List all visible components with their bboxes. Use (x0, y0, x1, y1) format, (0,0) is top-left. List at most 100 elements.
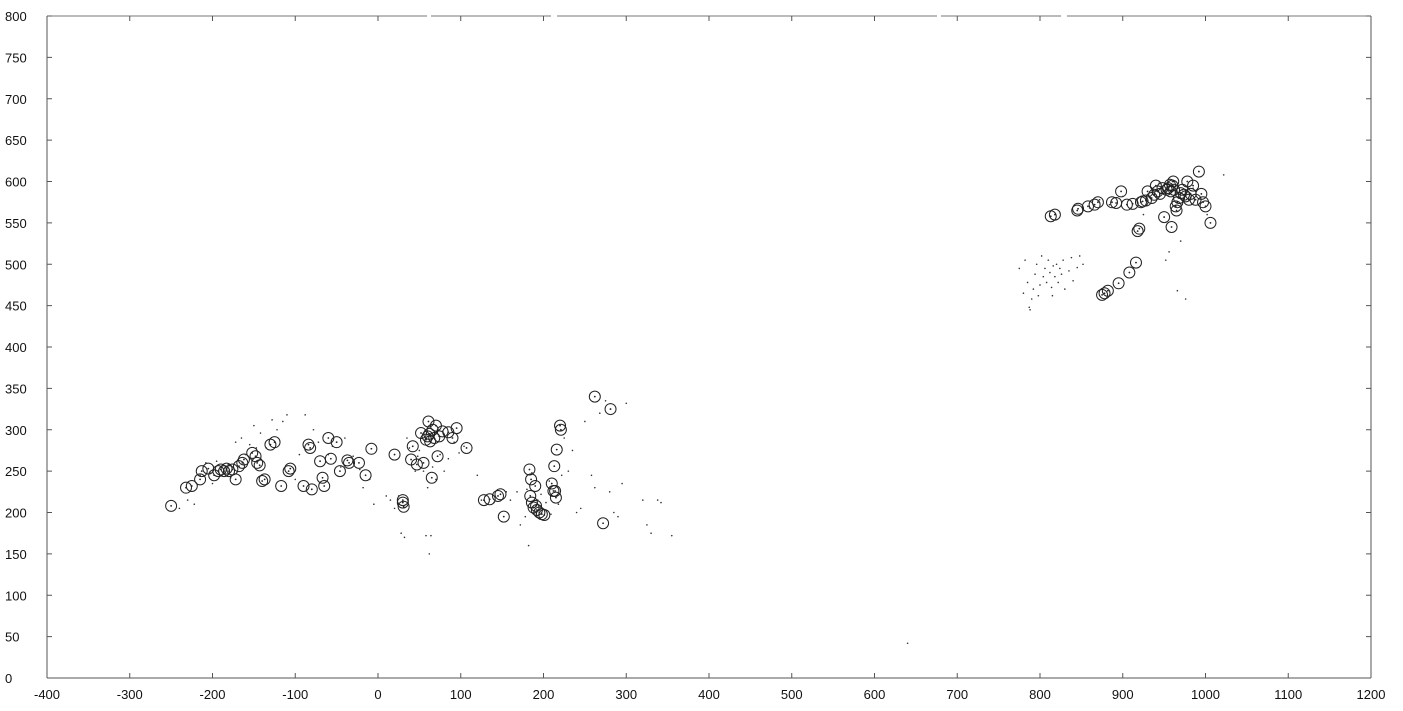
data-point-circle (1129, 256, 1142, 269)
data-point-circle (483, 493, 496, 506)
data-point-dot (1098, 198, 1101, 201)
data-point-center (335, 441, 338, 444)
data-point-circle (1165, 221, 1178, 234)
data-point-dot (1060, 273, 1063, 275)
data-point-circle (229, 473, 242, 486)
x-tick-label: -400 (34, 687, 60, 702)
data-point-dot (1026, 281, 1029, 284)
data-point-dot (393, 507, 396, 510)
data-point-center (436, 455, 439, 458)
y-tick-label: 400 (5, 340, 27, 355)
data-point-dot (1050, 286, 1053, 289)
data-point-circle (180, 481, 193, 494)
data-point-center (1087, 205, 1089, 208)
data-point-center (535, 504, 537, 507)
data-point-circle (388, 448, 401, 461)
data-point-dot (435, 478, 437, 481)
data-point-dot (1130, 207, 1132, 209)
data-point-dot (199, 474, 201, 477)
x-tick-label: -100 (282, 687, 308, 702)
y-tick-label: 200 (5, 506, 27, 521)
data-point-circle (397, 500, 410, 513)
data-point-center (1076, 209, 1079, 212)
data-point-center (1175, 209, 1178, 212)
data-point-circle (1101, 284, 1114, 297)
data-point-dot (209, 471, 211, 474)
data-point-dot (362, 486, 364, 489)
data-point-dot (227, 463, 230, 466)
data-point-dot (1070, 256, 1073, 259)
data-point-center (1136, 230, 1139, 233)
data-point-dot (331, 445, 334, 448)
data-point-dot (447, 457, 450, 460)
data-point-center (402, 505, 405, 508)
y-tick-label: 100 (5, 588, 27, 603)
y-tick-label: 350 (5, 381, 27, 396)
data-point-dot (531, 471, 533, 474)
data-point-dot (1206, 213, 1208, 216)
data-point-dot (425, 534, 427, 537)
data-point-dot (660, 501, 662, 504)
data-point-dot (1082, 263, 1084, 266)
data-point-center (1097, 201, 1099, 204)
data-point-dot (526, 488, 528, 491)
data-point-center (499, 493, 502, 496)
x-tick-label: 100 (450, 687, 472, 702)
data-point-dot (1039, 284, 1041, 286)
data-point-dot (1037, 294, 1040, 297)
data-point-center (321, 476, 324, 479)
data-point-center (534, 485, 537, 487)
data-point-center (552, 490, 555, 492)
data-point-circle (529, 480, 542, 493)
data-point-circle (246, 446, 259, 459)
data-point-center (1138, 227, 1141, 230)
data-point-dot (265, 447, 268, 449)
data-point-dot (389, 499, 392, 501)
data-point-center (529, 495, 532, 497)
data-point-dot (1029, 308, 1031, 311)
data-point-circle (1177, 188, 1190, 201)
data-point-dot (1059, 267, 1061, 270)
data-point-dot (286, 414, 288, 416)
data-point-circle (359, 469, 372, 482)
data-point-center (410, 458, 412, 461)
data-point-dot (1047, 259, 1050, 261)
data-point-center (1194, 198, 1197, 201)
data-point-center (1131, 202, 1134, 205)
data-point-circle (195, 465, 208, 478)
data-point-dot (240, 437, 243, 439)
data-point-center (1200, 193, 1203, 195)
data-point-circle (554, 419, 567, 432)
data-point-circle (422, 415, 435, 428)
data-point-dot (458, 452, 460, 454)
data-point-dot (575, 511, 578, 514)
data-point-center (1183, 193, 1185, 196)
data-point-dot (422, 470, 425, 472)
data-point-center (309, 447, 312, 449)
data-point-dot (563, 437, 565, 439)
data-point-center (307, 443, 310, 446)
x-tick-label: 900 (1112, 687, 1134, 702)
data-point-circle (1115, 185, 1128, 198)
data-point-circle (251, 456, 264, 469)
data-point-dot (1034, 273, 1036, 275)
data-point-circle (1081, 200, 1094, 213)
data-point-circle (1199, 200, 1212, 213)
data-point-dot (443, 470, 446, 472)
data-point-circle (253, 459, 266, 472)
data-point-circle (1204, 216, 1217, 229)
data-point-center (401, 501, 404, 504)
data-point-circle (1123, 266, 1136, 279)
data-point-dot (211, 482, 214, 485)
data-point-circle (424, 435, 437, 448)
data-point-circle (1088, 198, 1101, 211)
data-point-circle (450, 422, 463, 435)
data-point-circle (597, 517, 610, 530)
data-point-circle (324, 452, 337, 465)
data-point-dot (317, 441, 320, 443)
data-point-center (435, 424, 437, 427)
data-point-dot (1150, 188, 1153, 191)
data-point-center (364, 474, 367, 477)
data-point-circle (316, 471, 329, 484)
data-point-dot (1068, 270, 1070, 272)
